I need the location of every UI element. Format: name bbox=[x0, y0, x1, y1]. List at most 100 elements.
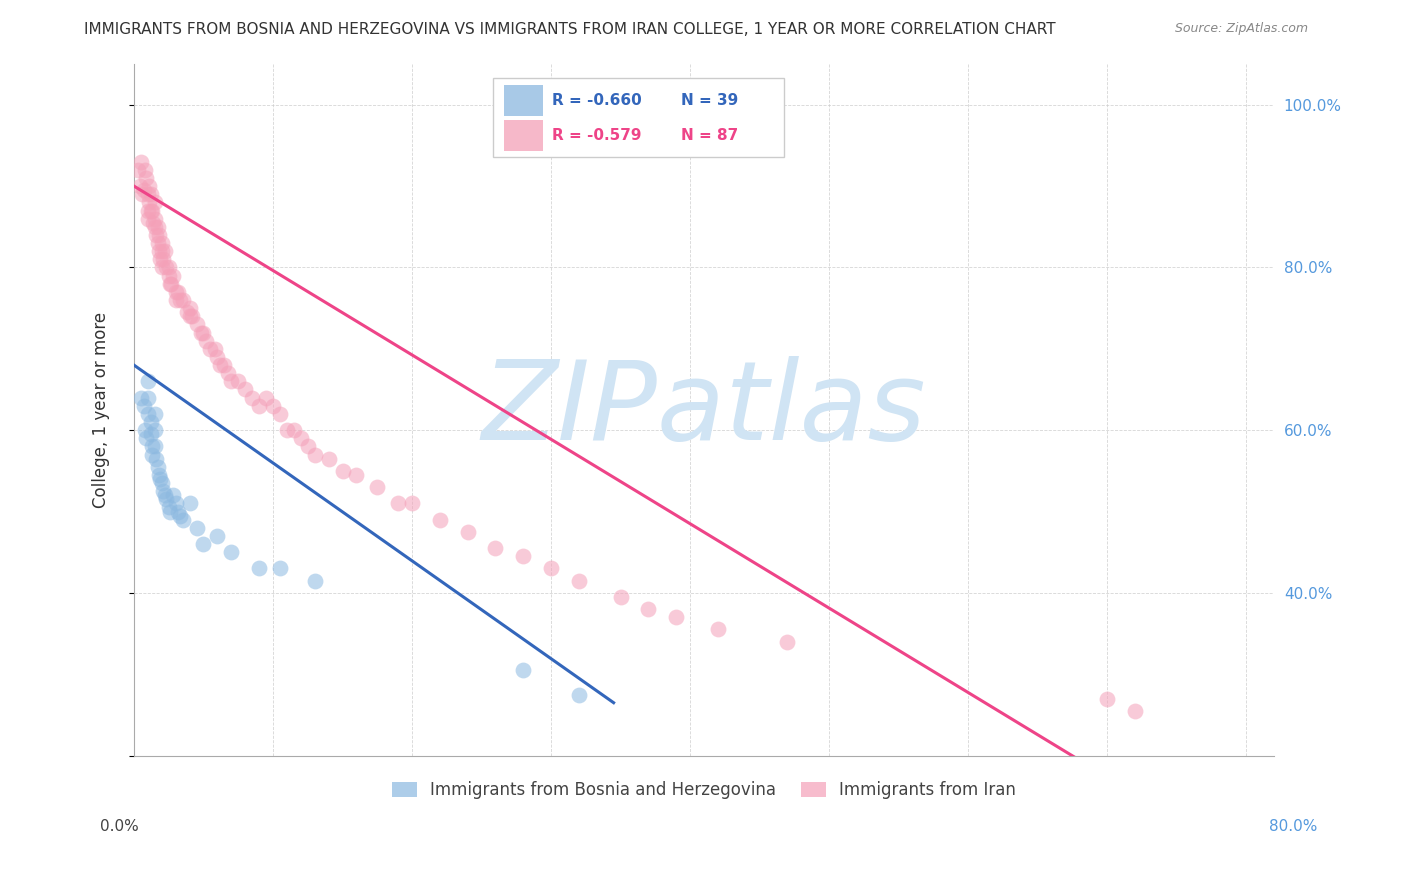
Point bbox=[141, 448, 163, 462]
Point bbox=[214, 358, 236, 372]
Point bbox=[138, 195, 160, 210]
Point bbox=[297, 439, 319, 453]
Point bbox=[139, 427, 162, 442]
Point bbox=[179, 301, 201, 315]
Point bbox=[169, 508, 191, 523]
Point bbox=[142, 216, 165, 230]
Point bbox=[179, 310, 201, 324]
Point bbox=[150, 476, 173, 491]
Point bbox=[155, 260, 177, 275]
Point bbox=[155, 492, 177, 507]
Point bbox=[269, 407, 291, 421]
Point bbox=[132, 399, 155, 413]
Point bbox=[141, 439, 163, 453]
Text: R = -0.579: R = -0.579 bbox=[553, 128, 643, 143]
Point bbox=[136, 203, 159, 218]
Point bbox=[132, 183, 155, 197]
Point bbox=[136, 211, 159, 226]
Point bbox=[366, 480, 388, 494]
Legend: Immigrants from Bosnia and Herzegovina, Immigrants from Iran: Immigrants from Bosnia and Herzegovina, … bbox=[385, 775, 1024, 806]
Point bbox=[139, 415, 162, 429]
Point bbox=[153, 244, 176, 259]
Point bbox=[401, 496, 423, 510]
Point bbox=[512, 663, 534, 677]
Point bbox=[152, 252, 174, 267]
Point bbox=[135, 171, 157, 186]
Point bbox=[172, 513, 194, 527]
Point bbox=[138, 179, 160, 194]
Text: R = -0.660: R = -0.660 bbox=[553, 93, 643, 108]
Point bbox=[200, 342, 222, 356]
Point bbox=[135, 431, 157, 445]
Point bbox=[387, 496, 409, 510]
Point bbox=[186, 318, 208, 332]
Point bbox=[141, 203, 163, 218]
Point bbox=[172, 293, 194, 307]
Point bbox=[129, 391, 152, 405]
Point bbox=[540, 561, 562, 575]
Text: N = 39: N = 39 bbox=[681, 93, 738, 108]
Point bbox=[181, 310, 204, 324]
Point bbox=[167, 504, 190, 518]
Point bbox=[344, 467, 367, 482]
Point bbox=[304, 574, 326, 588]
Point bbox=[148, 244, 170, 259]
Point bbox=[457, 524, 479, 539]
Text: 80.0%: 80.0% bbox=[1270, 820, 1317, 834]
Text: ZIPatlas: ZIPatlas bbox=[482, 356, 927, 463]
Text: IMMIGRANTS FROM BOSNIA AND HERZEGOVINA VS IMMIGRANTS FROM IRAN COLLEGE, 1 YEAR O: IMMIGRANTS FROM BOSNIA AND HERZEGOVINA V… bbox=[84, 22, 1056, 37]
Point bbox=[195, 334, 218, 348]
Y-axis label: College, 1 year or more: College, 1 year or more bbox=[93, 312, 110, 508]
Point bbox=[159, 277, 181, 291]
FancyBboxPatch shape bbox=[494, 78, 783, 157]
Point bbox=[146, 219, 169, 234]
Point bbox=[146, 459, 169, 474]
Point bbox=[127, 162, 149, 177]
Point bbox=[247, 399, 270, 413]
Point bbox=[609, 590, 631, 604]
Point bbox=[157, 268, 180, 283]
Point bbox=[1123, 704, 1146, 718]
Point bbox=[136, 375, 159, 389]
Point bbox=[218, 366, 240, 380]
Point bbox=[226, 375, 249, 389]
Point bbox=[219, 375, 242, 389]
Point bbox=[512, 549, 534, 564]
Point bbox=[157, 500, 180, 515]
Point bbox=[143, 407, 166, 421]
Point bbox=[568, 574, 591, 588]
Point bbox=[240, 391, 263, 405]
Point bbox=[167, 285, 190, 299]
Point bbox=[134, 423, 156, 437]
Point bbox=[136, 391, 159, 405]
Point bbox=[148, 227, 170, 242]
Point bbox=[568, 688, 591, 702]
Text: 0.0%: 0.0% bbox=[100, 820, 139, 834]
Point bbox=[193, 537, 215, 551]
Point bbox=[150, 244, 173, 259]
Point bbox=[143, 423, 166, 437]
Point bbox=[162, 268, 184, 283]
Point bbox=[162, 488, 184, 502]
Point bbox=[209, 358, 232, 372]
Point bbox=[153, 488, 176, 502]
Point bbox=[254, 391, 277, 405]
Point bbox=[429, 513, 451, 527]
Point bbox=[143, 439, 166, 453]
Point bbox=[136, 187, 159, 202]
Point bbox=[193, 326, 215, 340]
Point bbox=[159, 504, 181, 518]
Point bbox=[139, 187, 162, 202]
Point bbox=[283, 423, 305, 437]
FancyBboxPatch shape bbox=[505, 86, 543, 116]
Point bbox=[150, 260, 173, 275]
Point bbox=[146, 235, 169, 250]
Point bbox=[190, 326, 212, 340]
Point bbox=[165, 285, 187, 299]
Point bbox=[219, 545, 242, 559]
Point bbox=[776, 634, 799, 648]
Point bbox=[145, 451, 167, 466]
Point bbox=[304, 448, 326, 462]
Point bbox=[707, 623, 730, 637]
Text: Source: ZipAtlas.com: Source: ZipAtlas.com bbox=[1174, 22, 1308, 36]
